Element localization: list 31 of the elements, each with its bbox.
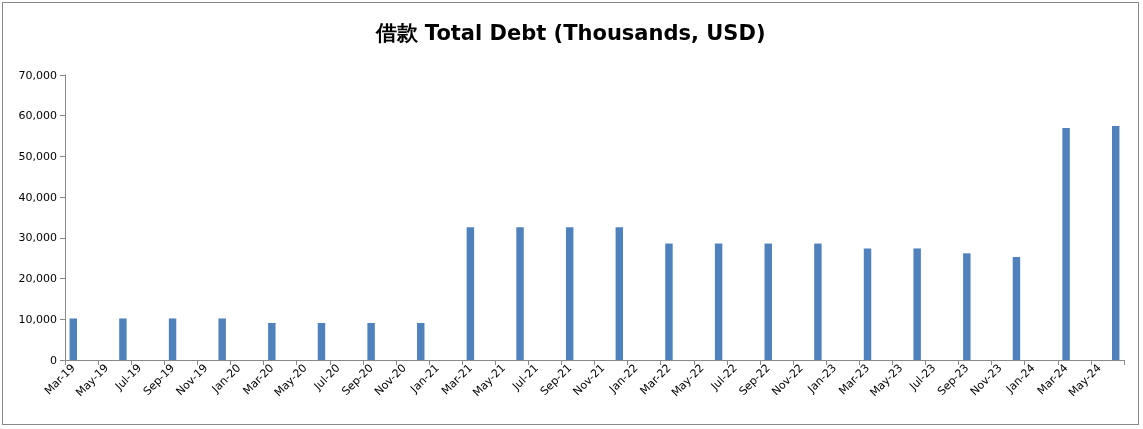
bar (814, 243, 822, 360)
bar (913, 248, 921, 360)
chart-title: 借款 Total Debt (Thousands, USD) (374, 20, 766, 45)
y-tick-label: 0 (50, 353, 57, 367)
bar (714, 243, 723, 360)
bar (516, 227, 524, 360)
bar (1112, 125, 1120, 360)
bar (1012, 256, 1021, 360)
y-tick-label: 20,000 (18, 272, 57, 286)
bar (417, 322, 425, 360)
bar (367, 322, 375, 360)
bar (168, 318, 177, 360)
bar (665, 243, 673, 360)
bar (1062, 127, 1070, 360)
bar (466, 227, 475, 360)
bar (963, 253, 971, 360)
bar (615, 227, 624, 360)
bar (119, 318, 127, 360)
y-tick-label: 50,000 (18, 149, 57, 163)
y-tick-label: 10,000 (18, 312, 57, 326)
y-tick-label: 30,000 (18, 231, 57, 245)
y-tick-label: 60,000 (18, 109, 57, 123)
bar (317, 322, 326, 360)
bar (218, 318, 226, 360)
y-tick-label: 40,000 (18, 190, 57, 204)
bar (565, 227, 574, 360)
bar (764, 243, 772, 360)
y-tick-label: 70,000 (18, 68, 57, 82)
bar (268, 322, 276, 360)
bar (69, 318, 77, 360)
bar (863, 248, 872, 360)
